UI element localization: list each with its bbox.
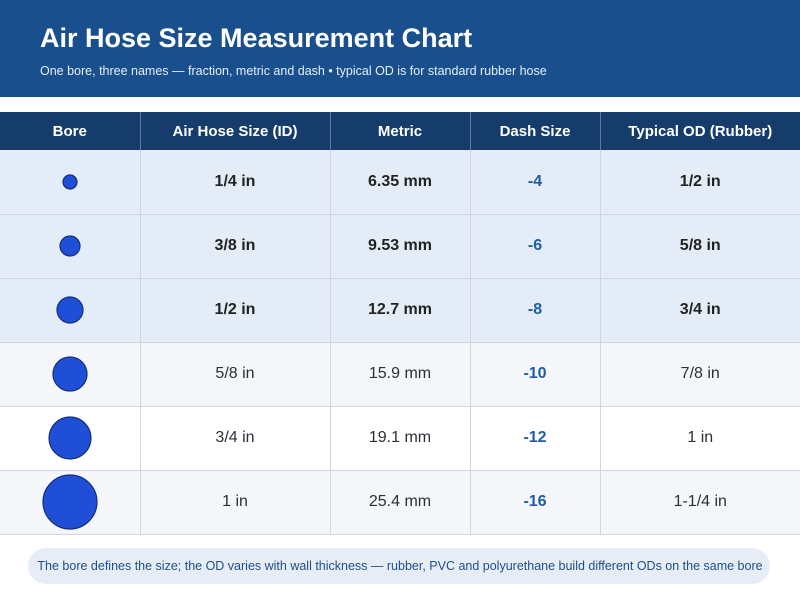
cell-od: 1 in (600, 406, 800, 471)
header-banner: Air Hose Size Measurement Chart One bore… (0, 0, 800, 97)
cell-dash: -16 (470, 470, 601, 535)
bore-circle-icon (52, 356, 88, 392)
cell-id: 5/8 in (140, 342, 331, 407)
cell-metric: 9.53 mm (330, 214, 471, 279)
bore-circle (52, 356, 88, 392)
column-header-od: Typical OD (Rubber) (628, 122, 773, 140)
bore-cell (0, 342, 141, 407)
table-row: 3/4 in 19.1 mm -12 1 in (0, 406, 800, 471)
bore-circle-icon (48, 416, 92, 460)
bore-cell (0, 470, 141, 535)
cell-id: 1 in (140, 470, 331, 535)
cell-id: 1/4 in (140, 150, 331, 215)
bore-circle (56, 296, 84, 324)
bore-circle-icon (42, 474, 98, 530)
cell-id: 1/2 in (140, 278, 331, 343)
cell-metric: 12.7 mm (330, 278, 471, 343)
cell-metric: 19.1 mm (330, 406, 471, 471)
cell-od: 3/4 in (600, 278, 800, 343)
bore-cell (0, 278, 141, 343)
page-subtitle: One bore, three names — fraction, metric… (40, 64, 547, 78)
page-title: Air Hose Size Measurement Chart (40, 23, 473, 53)
table-body: 1/4 in 6.35 mm -4 1/2 in 3/8 in 9.53 mm -6 5/8 … (0, 150, 800, 535)
bore-circle (48, 416, 92, 460)
column-header-dash: Dash Size (470, 112, 601, 150)
cell-metric: 15.9 mm (330, 342, 471, 407)
column-header-bore: Bore (0, 112, 141, 150)
bore-circle-icon (56, 296, 84, 324)
bore-circle (62, 174, 78, 190)
table-row: 1 in 25.4 mm -16 1-1/4 in (0, 470, 800, 535)
table-header-row: Bore Air Hose Size (ID) Metric Dash Size… (0, 112, 800, 150)
bore-circle (42, 474, 98, 530)
column-header-id: Air Hose Size (ID) (140, 112, 331, 150)
bore-cell (0, 150, 141, 215)
bore-circle-icon (59, 235, 81, 257)
cell-od: 1-1/4 in (600, 470, 800, 535)
bore-circle (59, 235, 81, 257)
cell-od: 7/8 in (600, 342, 800, 407)
cell-dash: -6 (470, 214, 601, 279)
cell-od: 1/2 in (600, 150, 800, 215)
footer-note-text: The bore defines the size; the OD varies… (37, 559, 763, 573)
bore-cell (0, 406, 141, 471)
size-table: Bore Air Hose Size (ID) Metric Dash Size… (0, 112, 800, 535)
bore-circle-icon (62, 174, 78, 190)
cell-metric: 6.35 mm (330, 150, 471, 215)
cell-dash: -8 (470, 278, 601, 343)
cell-dash: -10 (470, 342, 601, 407)
table-row: 3/8 in 9.53 mm -6 5/8 in (0, 214, 800, 279)
table-row: 1/2 in 12.7 mm -8 3/4 in (0, 278, 800, 343)
footer-note-pill (28, 548, 770, 584)
column-header-metric: Metric (330, 112, 471, 150)
bore-cell (0, 214, 141, 279)
cell-id: 3/8 in (140, 214, 331, 279)
cell-id: 3/4 in (140, 406, 331, 471)
cell-od: 5/8 in (600, 214, 800, 279)
cell-dash: -4 (470, 150, 601, 215)
table-row: 1/4 in 6.35 mm -4 1/2 in (0, 150, 800, 215)
table-row: 5/8 in 15.9 mm -10 7/8 in (0, 342, 800, 407)
cell-metric: 25.4 mm (330, 470, 471, 535)
cell-dash: -12 (470, 406, 601, 471)
